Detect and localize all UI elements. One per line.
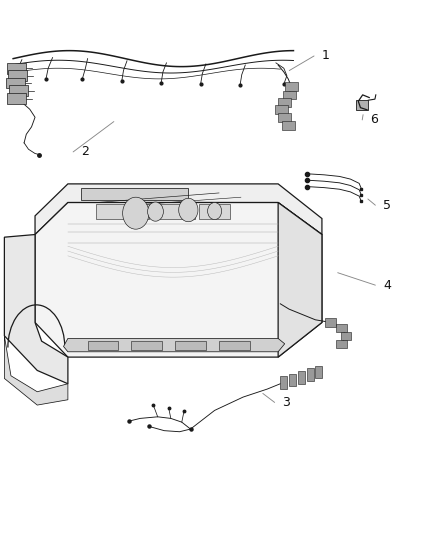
- Circle shape: [179, 198, 198, 222]
- Bar: [9, 85, 28, 96]
- FancyBboxPatch shape: [131, 341, 162, 350]
- Bar: [278, 98, 291, 107]
- Polygon shape: [81, 188, 188, 200]
- Bar: [275, 105, 288, 114]
- Polygon shape: [64, 338, 285, 352]
- FancyBboxPatch shape: [88, 341, 118, 350]
- Bar: [289, 374, 296, 386]
- Bar: [341, 332, 351, 340]
- Text: 3: 3: [283, 396, 290, 409]
- Bar: [199, 204, 230, 219]
- Polygon shape: [4, 235, 68, 384]
- Bar: [278, 113, 291, 122]
- Bar: [280, 376, 287, 389]
- Bar: [282, 121, 295, 130]
- Bar: [6, 78, 25, 88]
- Polygon shape: [35, 203, 322, 357]
- Polygon shape: [4, 336, 68, 405]
- Circle shape: [148, 202, 163, 221]
- Bar: [336, 340, 347, 348]
- Text: 2: 2: [81, 146, 89, 158]
- Text: 6: 6: [370, 114, 378, 126]
- Bar: [307, 368, 314, 381]
- Bar: [315, 366, 322, 378]
- Bar: [285, 82, 298, 91]
- Text: 4: 4: [383, 279, 391, 292]
- Text: 1: 1: [322, 50, 330, 62]
- Bar: [356, 100, 368, 110]
- Bar: [155, 204, 195, 219]
- Bar: [8, 70, 27, 81]
- Circle shape: [208, 203, 222, 220]
- Bar: [325, 318, 336, 327]
- FancyBboxPatch shape: [175, 341, 206, 350]
- Polygon shape: [278, 203, 322, 357]
- Bar: [336, 324, 347, 332]
- Bar: [7, 63, 26, 74]
- Polygon shape: [35, 184, 322, 235]
- FancyBboxPatch shape: [219, 341, 250, 350]
- Text: 5: 5: [383, 199, 391, 212]
- Bar: [7, 93, 26, 104]
- Bar: [96, 204, 149, 219]
- Bar: [298, 371, 305, 384]
- Bar: [283, 91, 296, 99]
- Circle shape: [123, 197, 149, 229]
